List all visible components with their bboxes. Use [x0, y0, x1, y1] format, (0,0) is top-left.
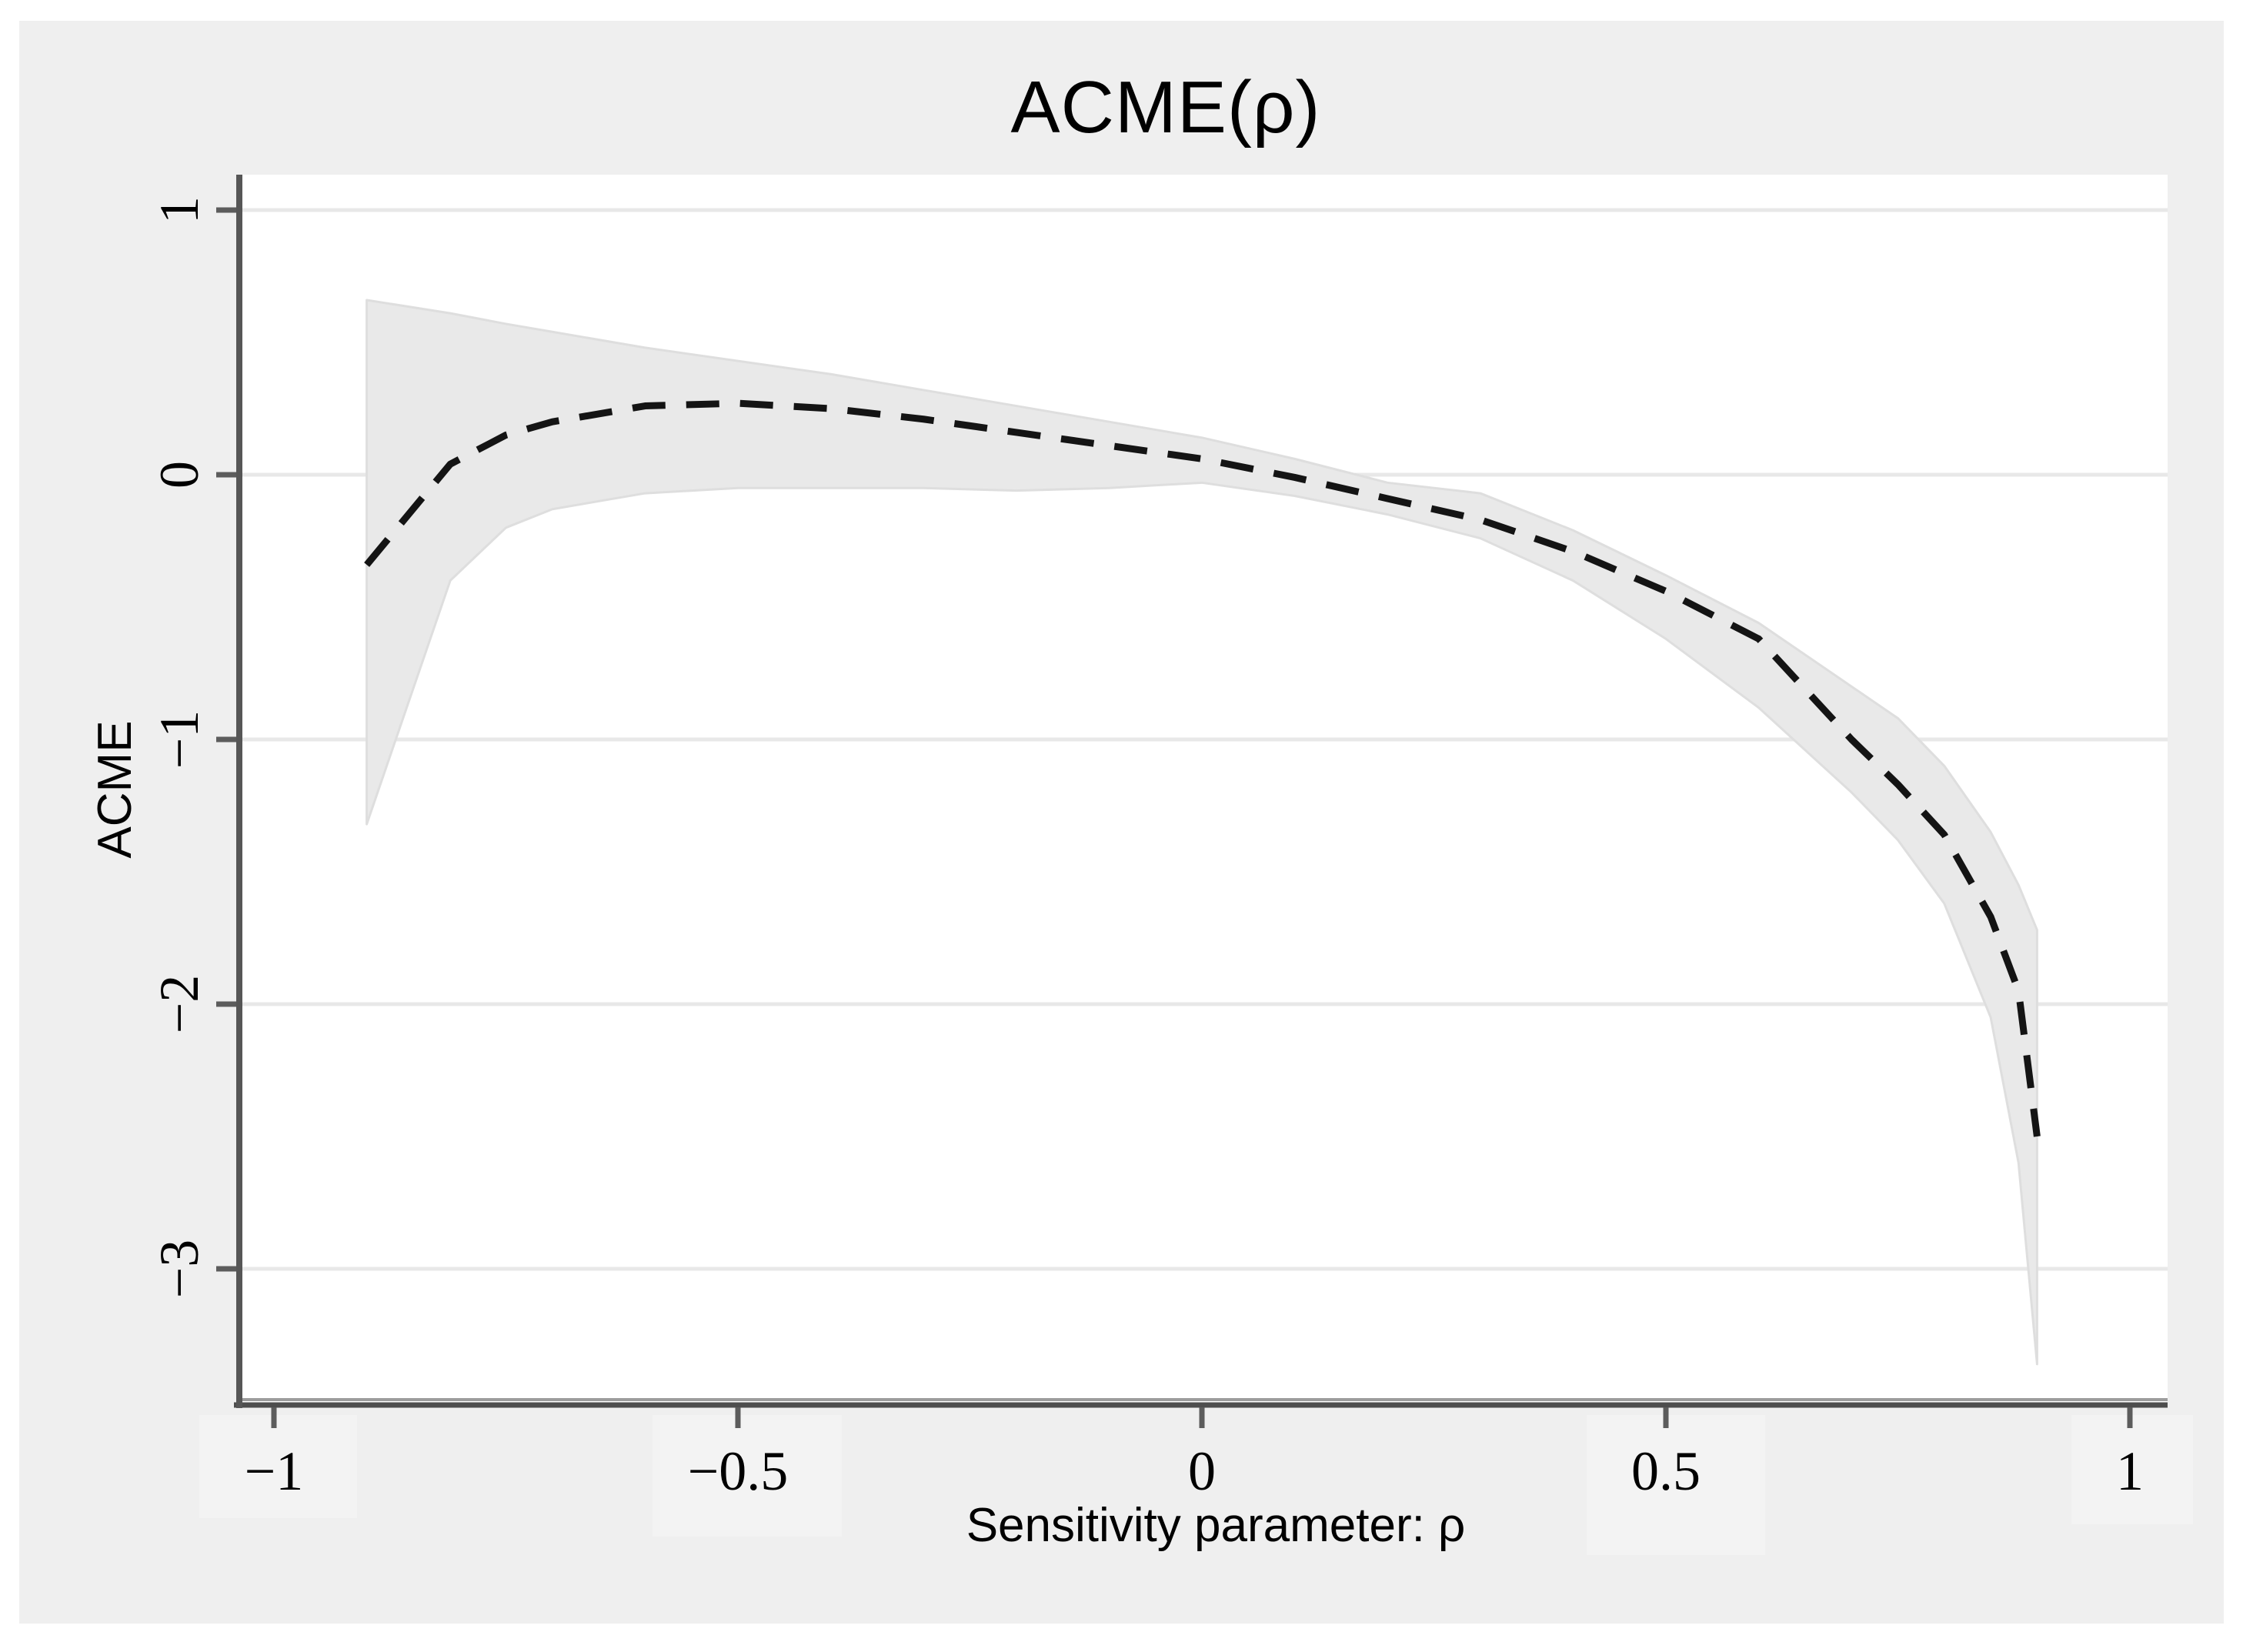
y-tick-label: −1 [149, 709, 210, 769]
x-tick-label: −1 [244, 1440, 304, 1502]
chart-title: ACME(ρ) [1010, 66, 1321, 149]
background-patch [2071, 1415, 2193, 1524]
y-tick-label: 0 [149, 461, 210, 489]
acme-dashed-line [364, 399, 2041, 1137]
y-tick-label: −3 [149, 1239, 210, 1299]
x-tick-label: −0.5 [687, 1440, 789, 1502]
y-tick-label: 1 [149, 196, 210, 224]
confidence-band [365, 299, 2038, 1366]
x-tick-label: 0.5 [1631, 1440, 1701, 1502]
background-patch [653, 1415, 842, 1537]
background-patch [1587, 1415, 1765, 1555]
background-patch [199, 1415, 357, 1518]
x-axis-title: Sensitivity parameter: ρ [966, 1499, 1466, 1552]
y-axis-title: ACME [88, 720, 142, 859]
x-tick-label: 0 [1188, 1440, 1216, 1502]
y-tick-label: −2 [149, 974, 210, 1034]
x-tick-label: 1 [2116, 1440, 2144, 1502]
